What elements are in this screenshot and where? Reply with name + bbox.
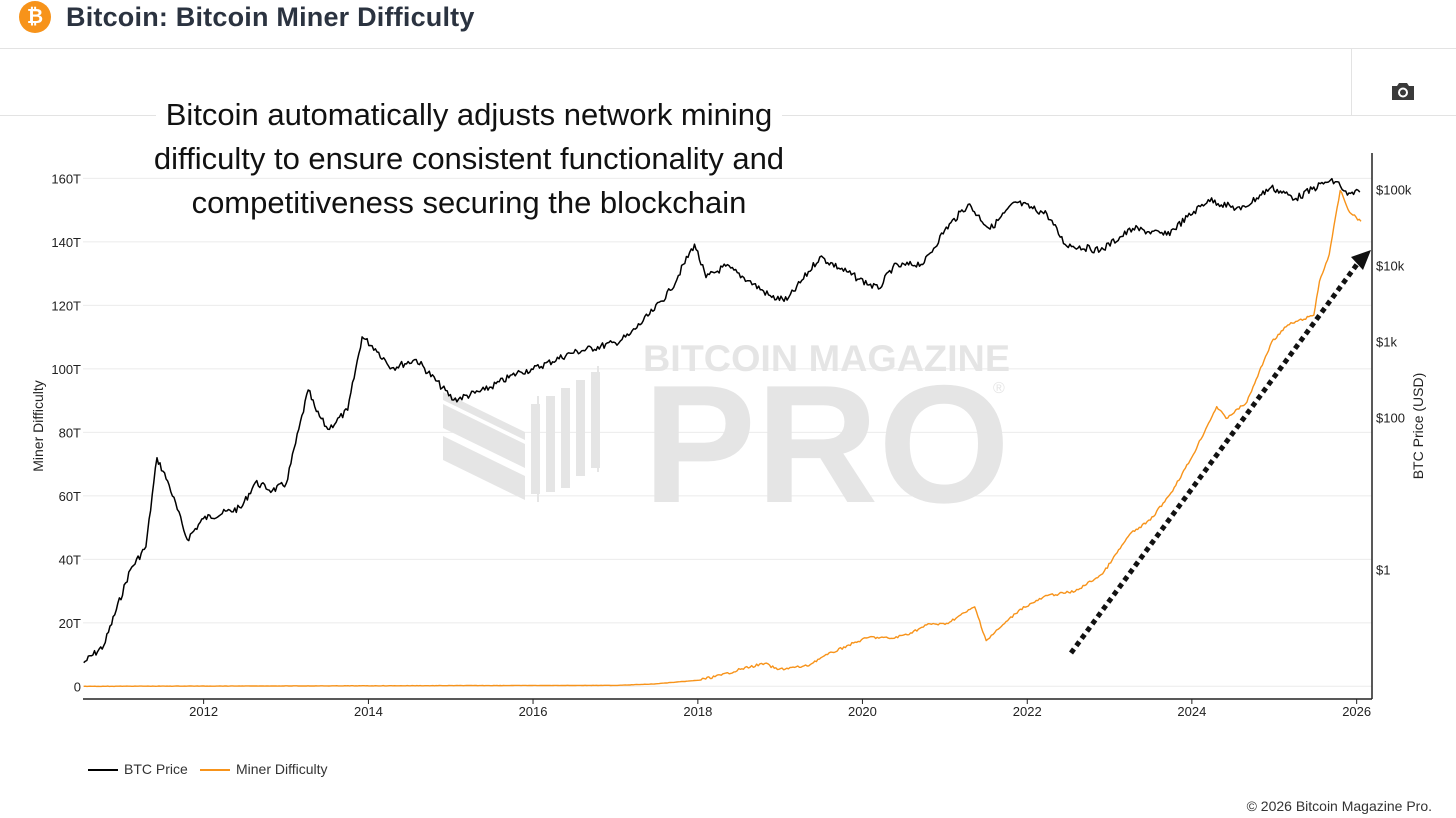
y-tick-label: 140T xyxy=(51,235,81,250)
annotation-line-3: competitiveness securing the blockchain xyxy=(181,185,757,220)
watermark-logo-icon xyxy=(443,366,600,502)
y-tick-label: 80T xyxy=(59,425,81,440)
x-tick-label: 2014 xyxy=(354,704,383,719)
y-tick-label: 160T xyxy=(51,171,81,186)
x-tick-label: 2026 xyxy=(1342,704,1371,719)
y-tick-label: 40T xyxy=(59,552,81,567)
toolbar-divider xyxy=(1351,49,1352,115)
y2-tick-label: $1k xyxy=(1376,334,1397,349)
watermark-registered-mark: ® xyxy=(993,380,1005,397)
arrow-head-icon xyxy=(1351,250,1371,270)
copyright-text: © 2026 Bitcoin Magazine Pro. xyxy=(1246,798,1432,814)
y2-tick-label: $10k xyxy=(1376,258,1405,273)
chart-annotation: Bitcoin automatically adjusts network mi… xyxy=(105,93,833,225)
watermark: BITCOIN MAGAZINE PRO ® xyxy=(443,338,1010,538)
series-line-miner-difficulty xyxy=(83,189,1362,688)
trend-arrow xyxy=(1068,250,1371,655)
x-axis: 2012 2014 2016 2018 2020 2022 2024 2026 xyxy=(189,699,1371,719)
x-tick-label: 2012 xyxy=(189,704,218,719)
legend-label-btc-price: BTC Price xyxy=(124,761,188,777)
legend-swatch-miner-difficulty xyxy=(200,769,230,771)
y-tick-label: 120T xyxy=(51,298,81,313)
x-tick-label: 2016 xyxy=(519,704,548,719)
series-layer xyxy=(83,177,1362,688)
annotation-line-1: Bitcoin automatically adjusts network mi… xyxy=(155,97,783,132)
watermark-top-text: BITCOIN MAGAZINE xyxy=(643,338,1010,379)
watermark-main-text: PRO xyxy=(643,350,1010,538)
legend-label-miner-difficulty: Miner Difficulty xyxy=(236,761,328,777)
y2-tick-label: $1 xyxy=(1376,563,1390,578)
y-tick-label: 100T xyxy=(51,362,81,377)
series-line-btc-price xyxy=(83,177,1361,664)
y-tick-label: 60T xyxy=(59,489,81,504)
y-axis-title: Miner Difficulty xyxy=(30,380,46,472)
x-tick-label: 2022 xyxy=(1013,704,1042,719)
bitcoin-logo-icon: ₿ xyxy=(19,1,51,33)
x-tick-label: 2020 xyxy=(848,704,877,719)
y2-axis-title: BTC Price (USD) xyxy=(1410,373,1426,480)
y-tick-label: 20T xyxy=(59,616,81,631)
y-axis-right: $1 $100 $1k $10k $100k xyxy=(1376,182,1412,577)
page-header: ₿ Bitcoin: Bitcoin Miner Difficulty xyxy=(0,0,1456,49)
x-tick-label: 2024 xyxy=(1177,704,1206,719)
y2-tick-label: $100 xyxy=(1376,411,1405,426)
x-tick-label: 2018 xyxy=(683,704,712,719)
camera-icon[interactable] xyxy=(1390,79,1416,103)
page-title: Bitcoin: Bitcoin Miner Difficulty xyxy=(66,2,475,32)
legend-swatch-btc-price xyxy=(88,769,118,771)
y-tick-label: 0 xyxy=(74,679,81,694)
annotation-line-2: difficulty to ensure consistent function… xyxy=(143,141,795,176)
y2-tick-label: $100k xyxy=(1376,182,1412,197)
y-axis-left: 0 20T 40T 60T 80T 100T 120T 140T 160T xyxy=(51,171,81,694)
